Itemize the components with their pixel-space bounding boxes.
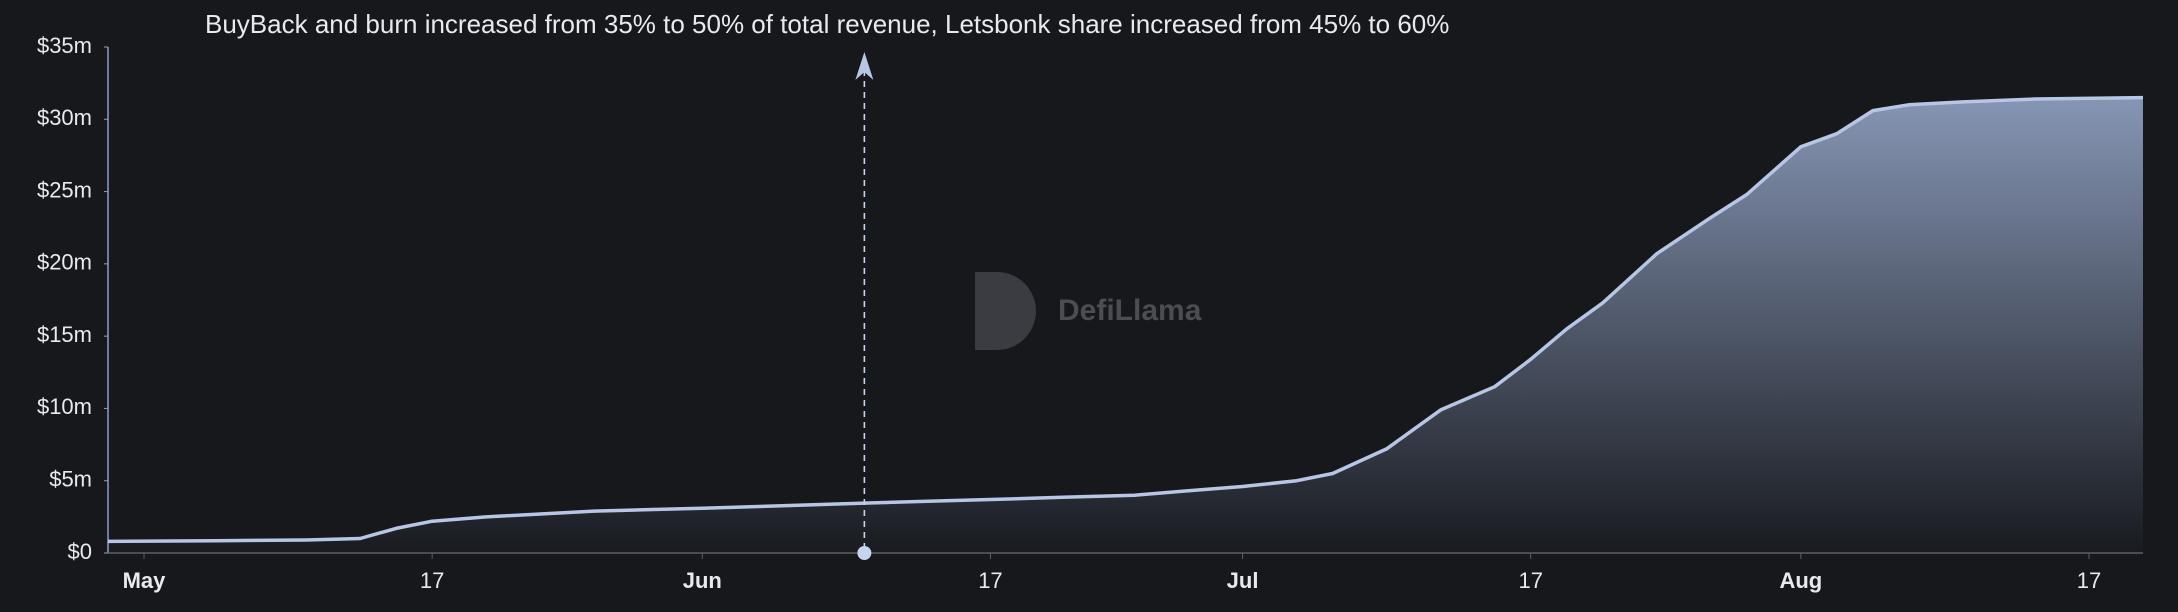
x-tick-label: Aug <box>1779 568 1822 593</box>
x-tick-label: 17 <box>1518 568 1542 593</box>
y-tick-label: $15m <box>37 322 92 347</box>
y-tick-label: $5m <box>49 467 92 492</box>
annotation-text: BuyBack and burn increased from 35% to 5… <box>205 9 1449 39</box>
x-tick-label: May <box>123 568 167 593</box>
y-tick-label: $0 <box>68 539 92 564</box>
watermark-logo <box>975 272 1036 350</box>
x-tick-label: Jun <box>683 568 722 593</box>
y-tick-label: $20m <box>37 250 92 275</box>
x-tick-label: 17 <box>420 568 444 593</box>
x-tick-label: 17 <box>2077 568 2101 593</box>
y-tick-label: $35m <box>37 33 92 58</box>
watermark-text: DefiLlama <box>1058 294 1202 327</box>
annotation-dot <box>857 546 872 560</box>
annotation-arrow <box>855 52 874 80</box>
x-tick-label: 17 <box>978 568 1002 593</box>
line <box>107 95 2144 544</box>
watermark: DefiLlama <box>975 272 1202 350</box>
y-tick-label: $30m <box>37 105 92 130</box>
x-tick-label: Jul <box>1227 568 1259 593</box>
y-tick-label: $25m <box>37 177 92 202</box>
y-tick-label: $10m <box>37 394 92 419</box>
area-fill <box>108 97 2143 553</box>
